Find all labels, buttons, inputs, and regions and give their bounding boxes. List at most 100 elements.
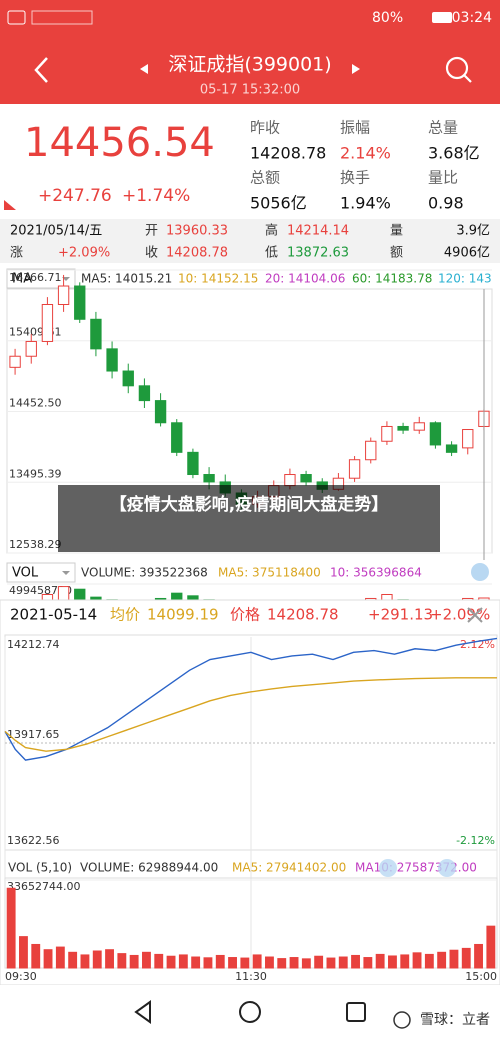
candle-body [445,444,458,453]
close-button[interactable] [467,607,483,623]
volume-bar [171,592,183,600]
nav-home[interactable] [239,1001,261,1023]
indicator-value: 120: 143 [438,272,492,286]
volume-bar [74,588,86,600]
low: 13872.63 [287,246,349,261]
status-icon [7,10,26,25]
volume-bar [178,954,188,969]
handle[interactable] [438,859,456,877]
indicator-select[interactable] [6,562,76,583]
volume-bar [375,953,385,969]
volume-bar [31,943,41,969]
volume-bar [449,949,459,969]
candle-body [25,340,37,357]
volume-bar [474,943,483,969]
stat-value: 0.98 [428,194,464,213]
back-button[interactable] [34,57,48,83]
volume-bar [129,954,139,969]
volume-bar [240,957,250,969]
volume-bar [92,950,102,969]
volume-bar [142,951,151,969]
intraday-change-pct: +2.09% [430,606,490,624]
volume-bar [478,597,490,600]
change-pct: +1.74% [122,186,190,206]
label: 量 [390,224,403,239]
day-info-bg [0,219,500,263]
indicator-value: VOLUME: 62988944.00 [80,861,218,875]
stat-label: 总量 [428,119,458,137]
indicator-value: MA10: 27587372.00 [355,861,477,875]
y-tick-label: 14452.50 [9,397,62,410]
close: 14208.78 [166,246,228,261]
indicator-value: 20: 14104.06 [265,272,345,286]
indicator-value: 60: 14183.78 [352,272,432,286]
amount: 4906亿 [444,246,490,261]
volume-bar [338,956,348,969]
volume-bar [252,954,262,969]
stat-label: 总额 [250,169,280,187]
volume-bar [187,595,199,600]
stat-label: 量比 [428,169,458,187]
candle-body [122,370,134,387]
zoom-button[interactable] [471,563,489,581]
stat-value: 5056亿 [250,194,307,213]
status-icon [31,10,93,25]
candle-body [106,348,118,372]
indicator-value: MA5: 27941402.00 [232,861,346,875]
volume-bar [365,597,377,600]
candle-body [74,285,86,320]
candle-body [365,440,377,461]
label: 收 [145,246,158,261]
volume-bar [462,597,474,600]
rise: +2.09% [58,246,110,261]
volume-bar [424,953,434,969]
y-tick-label: 12538.29 [9,538,62,551]
indicator: VOL (5,10) [8,861,72,875]
candle-body [429,422,442,446]
volume-bar [80,954,90,969]
prev-button[interactable] [140,64,148,74]
handle[interactable] [379,859,397,877]
volume: 3.9亿 [456,224,490,239]
high: 14214.14 [287,224,349,239]
volume-bar [154,597,167,600]
volume-bar [326,957,336,969]
indicator-value: 10: 14152.15 [178,272,258,286]
nav-recent[interactable] [346,1002,366,1022]
intraday-date: 2021-05-14 [10,606,97,624]
header-bg [0,0,500,104]
volume-bar [486,925,496,969]
nav-back[interactable] [134,1000,151,1024]
volume-bar [461,947,471,969]
corner-mark [4,200,16,210]
candle-body [9,355,21,368]
y-tick-label: 14212.74 [7,638,60,651]
indicator-select[interactable] [6,268,76,289]
volume-bar [19,936,28,969]
search-button[interactable] [445,56,469,80]
candle-body [300,474,312,483]
volume-bar [228,957,237,969]
y-tick-label: 13495.39 [9,467,62,480]
nav-bar [0,985,500,1038]
volume-bar [437,951,447,969]
price: 14456.54 [24,120,215,166]
next-button[interactable] [352,64,360,74]
label: 价格 [230,606,260,624]
candle-body [284,474,296,487]
y-tick-label: 33652744.00 [7,880,80,893]
volume-bar [351,954,360,969]
change: +247.76 [38,186,112,206]
date: 2021/05/14/五 [10,224,102,239]
dropdown-arrow [62,571,70,575]
indicator-value: MA5: 375118400 [218,566,321,580]
candle-body [462,429,474,449]
volume-bar [154,953,164,969]
volume-bar [6,887,16,969]
volume-bar [57,586,70,600]
stat-value: 14208.78 [250,144,326,163]
volume-bar [400,954,410,969]
candle-body [381,425,393,442]
